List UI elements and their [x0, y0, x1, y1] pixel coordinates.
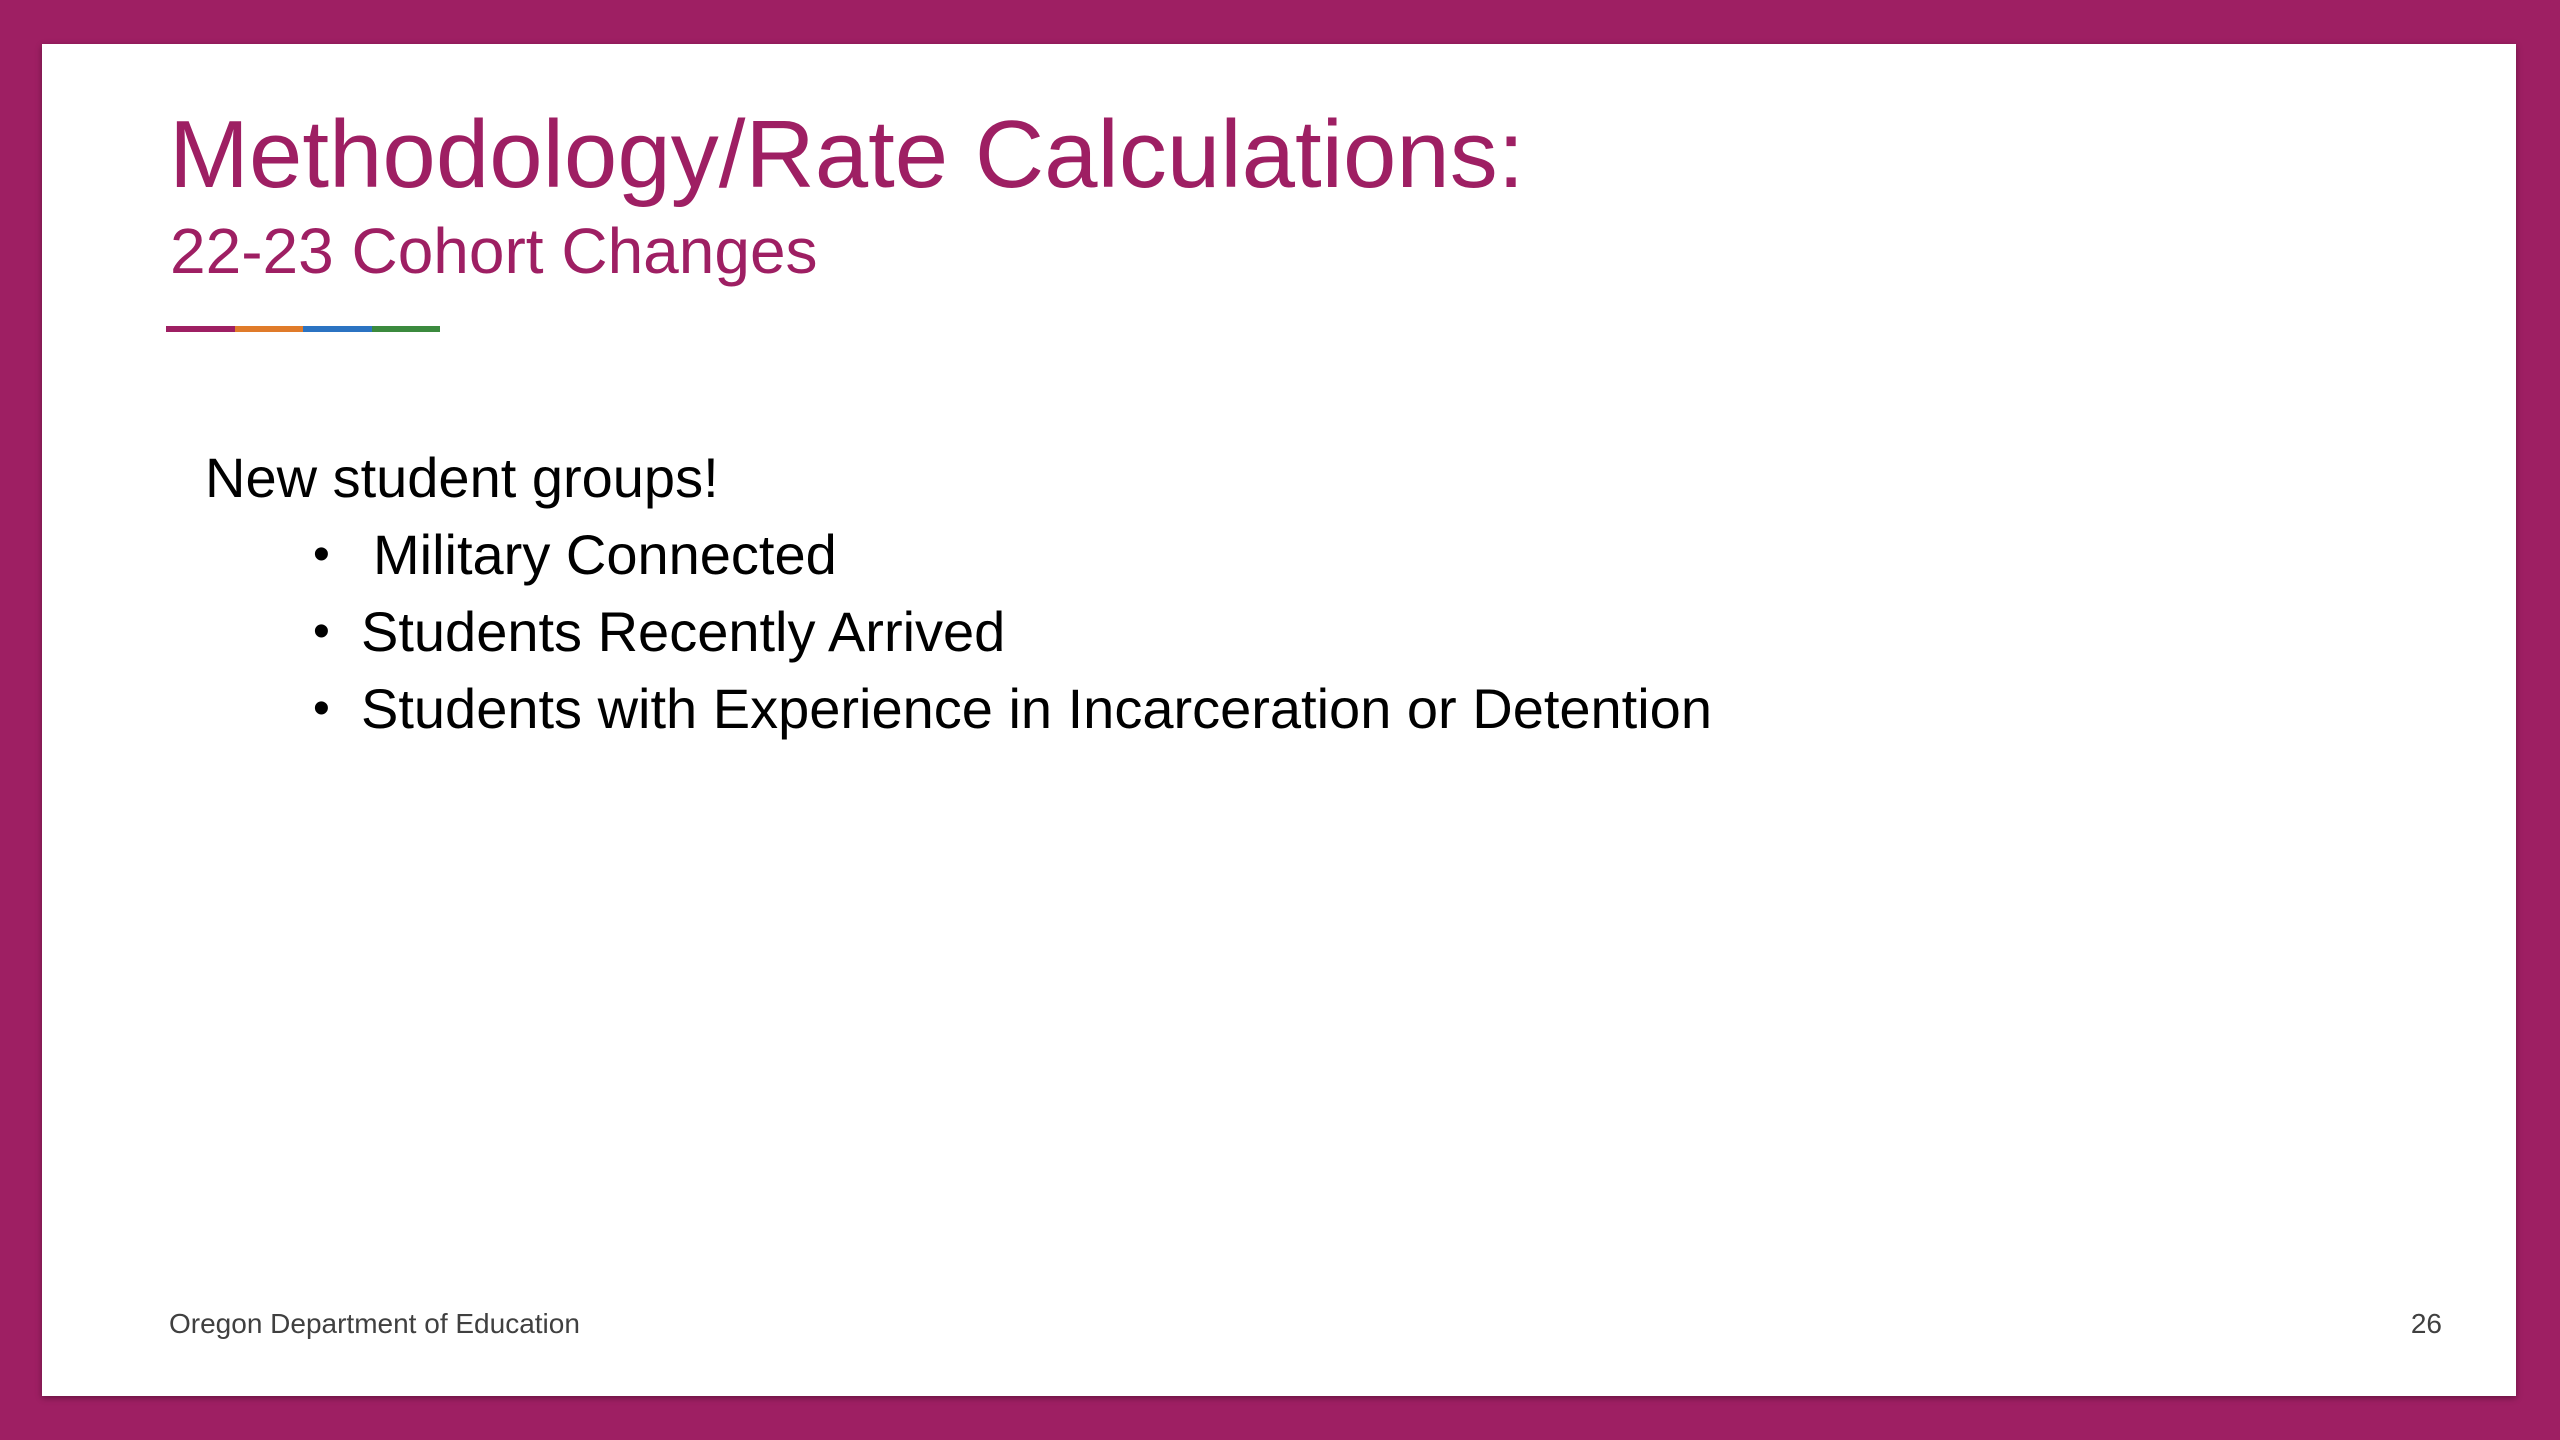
slide-body: New student groups! • Military Connected… — [205, 444, 1712, 747]
bullet-text: Students Recently Arrived — [361, 599, 1006, 663]
accent-bar — [166, 326, 440, 332]
bullet-item: • Military Connected — [313, 517, 1712, 594]
bullet-item: • Students Recently Arrived — [313, 594, 1712, 671]
slide-title: Methodology/Rate Calculations: — [169, 101, 1525, 208]
slide-subtitle: 22-23 Cohort Changes — [170, 215, 818, 287]
accent-bar-segment-4 — [371, 326, 440, 332]
bullet-text: Students with Experience in Incarceratio… — [361, 676, 1712, 740]
accent-bar-segment-2 — [234, 326, 303, 332]
accent-bar-segment-3 — [303, 326, 372, 332]
bullet-item: • Students with Experience in Incarcerat… — [313, 671, 1712, 748]
footer-organization: Oregon Department of Education — [169, 1308, 580, 1339]
bullet-dot-icon: • — [313, 681, 330, 735]
intro-text: New student groups! — [205, 446, 719, 509]
accent-bar-segment-1 — [166, 326, 235, 332]
bullet-dot-icon: • — [313, 528, 330, 582]
bullet-list: • Military Connected • Students Recently… — [205, 517, 1712, 747]
slide: Methodology/Rate Calculations: 22-23 Coh… — [42, 44, 2516, 1396]
bullet-text: Military Connected — [373, 523, 837, 587]
page-number: 26 — [2410, 1308, 2442, 1339]
bullet-dot-icon: • — [313, 604, 330, 658]
